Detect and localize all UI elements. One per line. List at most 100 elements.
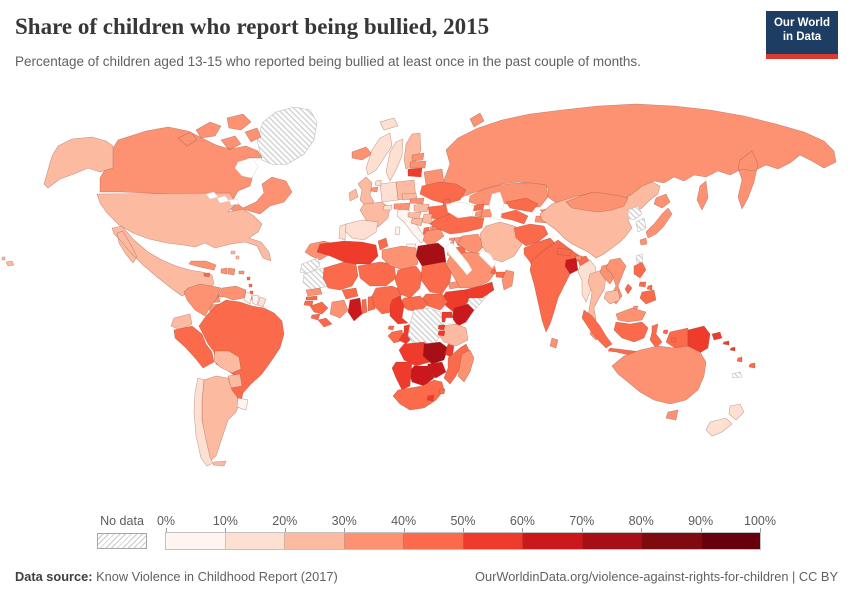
legend-bin-swatch[interactable] <box>404 533 464 549</box>
owid-url-link[interactable]: OurWorldinData.org/violence-against-righ… <box>475 569 789 584</box>
country-chad[interactable] <box>394 265 423 299</box>
country-burkina-faso[interactable] <box>341 287 359 300</box>
country-south-africa[interactable] <box>392 379 445 411</box>
country-latvia[interactable] <box>409 160 427 169</box>
country-afghanistan[interactable] <box>513 223 549 247</box>
legend-bin-swatch[interactable] <box>166 533 226 549</box>
country-eswatini[interactable] <box>438 388 446 395</box>
legend-bin-swatch[interactable] <box>642 533 702 549</box>
country-new-zealand[interactable] <box>705 403 745 437</box>
country-russia[interactable] <box>443 103 837 211</box>
country-canada[interactable] <box>99 113 293 215</box>
country-puerto-rico[interactable] <box>238 270 245 275</box>
legend-bin-swatch[interactable] <box>225 533 285 549</box>
country-qatar[interactable] <box>490 268 496 275</box>
country-ivory-coast[interactable] <box>329 299 349 319</box>
country-bahamas[interactable] <box>230 250 240 260</box>
legend-bin-swatch[interactable] <box>463 533 523 549</box>
legend-bin-swatch[interactable] <box>582 533 642 549</box>
country-gambia[interactable] <box>305 295 318 301</box>
country-turkmenistan[interactable] <box>499 209 529 225</box>
country-united-states[interactable] <box>1 136 272 267</box>
country-ghana[interactable] <box>347 297 363 322</box>
country-australia[interactable] <box>611 345 707 421</box>
country-mongolia[interactable] <box>565 191 629 213</box>
country-germany[interactable] <box>379 181 399 203</box>
country-spain[interactable] <box>343 219 379 241</box>
country-fiji[interactable] <box>748 362 756 369</box>
country-taiwan[interactable] <box>635 253 644 264</box>
country-burundi[interactable] <box>437 330 446 337</box>
legend-bin-swatch[interactable] <box>285 533 345 549</box>
country-namibia[interactable] <box>391 361 413 391</box>
country-ukraine[interactable] <box>419 181 467 205</box>
country-venezuela[interactable] <box>217 285 247 301</box>
legend-bin-swatch[interactable] <box>344 533 404 549</box>
country-senegal[interactable] <box>305 287 323 297</box>
country-guinea[interactable] <box>309 301 329 315</box>
country-suriname[interactable] <box>251 294 260 306</box>
country-ireland[interactable] <box>348 188 359 202</box>
country-dominican-republic[interactable] <box>227 267 236 276</box>
country-north-korea[interactable] <box>627 205 643 221</box>
country-algeria[interactable] <box>316 240 379 265</box>
country-norway[interactable] <box>365 117 399 176</box>
country-japan[interactable] <box>639 193 673 246</box>
country-uruguay[interactable] <box>236 397 249 411</box>
country-mali[interactable] <box>322 261 359 291</box>
country-austria[interactable] <box>393 202 411 211</box>
legend-no-data-swatch[interactable] <box>97 533 147 549</box>
country-jamaica[interactable] <box>203 272 211 278</box>
country-ecuador[interactable] <box>170 313 193 331</box>
country-french-guiana[interactable] <box>257 296 267 308</box>
country-sudan[interactable] <box>420 261 453 295</box>
country-liberia[interactable] <box>317 317 333 328</box>
country-lithuania[interactable] <box>407 167 423 178</box>
country-nepal[interactable] <box>556 247 573 257</box>
country-myanmar[interactable] <box>577 259 597 303</box>
legend-bin-swatch[interactable] <box>523 533 583 549</box>
country-finland[interactable] <box>403 132 422 170</box>
country-cameroon[interactable] <box>389 295 409 325</box>
country-philippines[interactable] <box>624 261 657 305</box>
country-united-kingdom[interactable] <box>357 176 375 207</box>
country-new-caledonia[interactable] <box>731 371 743 379</box>
country-greenland[interactable] <box>256 106 318 166</box>
country-vanuatu[interactable] <box>736 356 743 363</box>
country-bosnia[interactable] <box>410 217 424 227</box>
country-tunisia[interactable] <box>377 237 389 251</box>
country-solomon-islands[interactable] <box>722 340 736 352</box>
country-azerbaijan[interactable] <box>480 208 493 218</box>
owid-logo[interactable]: Our World in Data <box>766 11 838 59</box>
country-chile[interactable] <box>193 377 214 467</box>
country-togo[interactable] <box>361 298 368 315</box>
country-sweden[interactable] <box>385 138 404 182</box>
country-equatorial-guinea[interactable] <box>387 325 395 331</box>
country-hungary[interactable] <box>413 203 430 213</box>
country-sierra-leone[interactable] <box>310 313 321 321</box>
country-western-sahara[interactable] <box>299 257 321 275</box>
country-netherlands[interactable] <box>374 179 382 187</box>
countries-lesser-antilles[interactable] <box>246 276 254 295</box>
country-sri-lanka[interactable] <box>549 337 559 349</box>
country-bangladesh[interactable] <box>564 257 579 275</box>
country-uzbekistan[interactable] <box>505 197 539 213</box>
country-niger[interactable] <box>357 261 397 287</box>
country-switzerland[interactable] <box>382 204 393 211</box>
country-portugal[interactable] <box>338 223 347 241</box>
country-guyana[interactable] <box>243 291 253 305</box>
legend-bin-swatch[interactable] <box>701 533 760 549</box>
country-peru[interactable] <box>173 325 215 369</box>
country-cambodia[interactable] <box>603 289 621 305</box>
country-zambia[interactable] <box>422 341 449 365</box>
country-iceland[interactable] <box>351 146 373 161</box>
country-madagascar[interactable] <box>457 349 475 383</box>
country-south-korea[interactable] <box>635 217 647 233</box>
country-lesotho[interactable] <box>426 394 435 402</box>
country-slovakia[interactable] <box>409 197 425 205</box>
country-brazil[interactable] <box>198 299 285 403</box>
country-colombia[interactable] <box>183 283 222 317</box>
country-rwanda[interactable] <box>437 324 446 331</box>
country-serbia[interactable] <box>421 213 433 225</box>
country-oman[interactable] <box>501 269 515 291</box>
